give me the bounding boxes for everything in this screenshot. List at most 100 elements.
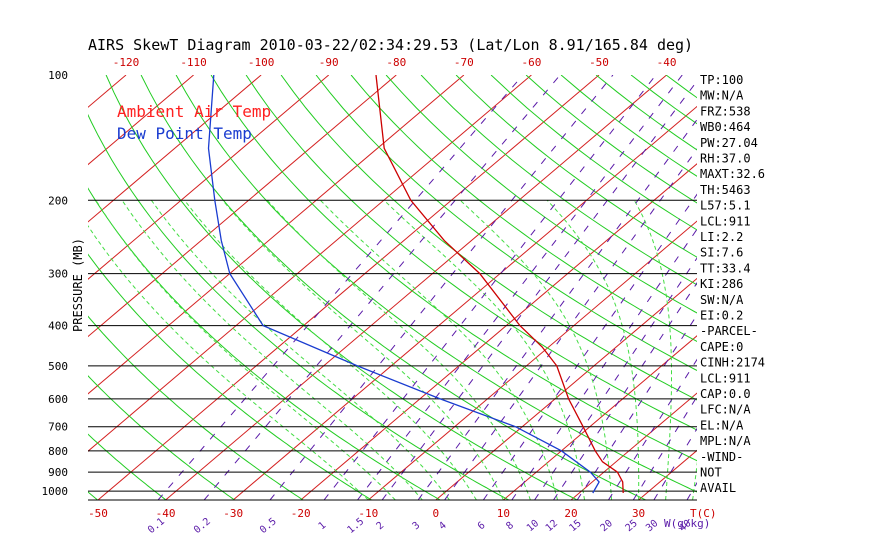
- top-temp-tick-label: -40: [657, 56, 677, 69]
- pressure-tick-label: 500: [48, 360, 68, 373]
- pressure-tick-label: 200: [48, 194, 68, 207]
- isotherm-line: [88, 75, 262, 223]
- dry-adiabat-line: [245, 75, 697, 431]
- stability-index-item: CAP:0.0: [700, 387, 751, 401]
- moist-adiabat-line: [95, 200, 396, 500]
- stability-index-item: RH:37.0: [700, 152, 751, 166]
- dew-point-temp-line: [207, 75, 600, 494]
- top-temp-tick-label: -110: [180, 56, 207, 69]
- stability-index-item: TH:5463: [700, 183, 751, 197]
- dry-adiabat-line: [841, 75, 870, 500]
- dry-adiabat-lines: [88, 75, 870, 500]
- mixing-ratio-line: [632, 395, 697, 500]
- pressure-tick-labels: 100 200 300 400 500 600 700 800 900 1000: [42, 69, 69, 498]
- stability-index-item: MW:N/A: [700, 89, 744, 103]
- isotherm-line: [88, 75, 330, 280]
- moist-adiabat-line: [121, 200, 423, 500]
- pressure-tick-label: 700: [48, 421, 68, 434]
- stability-index-item: LCL:911: [700, 371, 751, 385]
- pressure-tick-label: 800: [48, 445, 68, 458]
- mixing-ratio-tick-label: 25: [624, 518, 640, 534]
- mixing-ratio-tick-label: 8: [504, 520, 516, 532]
- stability-index-item: CINH:2174: [700, 356, 765, 370]
- mixing-ratio-line: [323, 75, 657, 500]
- mixing-ratio-tick-label: 10: [525, 518, 541, 534]
- dry-adiabat-line: [105, 75, 578, 500]
- stability-index-item: SW:N/A: [700, 293, 744, 307]
- stability-index-item: LCL:911: [700, 214, 751, 228]
- bottom-temp-tick-label: -30: [223, 507, 243, 520]
- stability-index-item: -PARCEL-: [700, 324, 758, 338]
- dry-adiabat-line: [771, 75, 870, 500]
- mixing-ratio-tick-label: 2: [375, 520, 387, 532]
- stability-index-item: -WIND-: [700, 450, 743, 464]
- isotherm-line: [88, 75, 127, 108]
- dry-adiabat-line: [88, 375, 235, 500]
- dry-adiabat-line: [88, 187, 441, 500]
- isotherm-line: [300, 163, 697, 500]
- stability-index-item: AVAIL: [700, 481, 736, 495]
- stability-index-item: KI:286: [700, 277, 743, 291]
- legend-dew-point-temp: Dew Point Temp: [117, 124, 252, 143]
- dry-adiabat-line: [140, 75, 646, 500]
- pressure-tick-label: 1000: [42, 485, 69, 498]
- top-temp-tick-label: -80: [386, 56, 406, 69]
- dry-adiabat-line: [455, 75, 697, 258]
- legend-ambient-air-temp: Ambient Air Temp: [117, 102, 271, 121]
- isotherm-line: [88, 75, 397, 338]
- mixing-ratio-tick-label: 1: [317, 520, 329, 532]
- mixing-ratio-line: [511, 228, 697, 500]
- chart-title: AIRS SkewT Diagram 2010-03-22/02:34:29.5…: [88, 36, 693, 54]
- temperature-unit-label: T(C): [690, 507, 717, 520]
- moist-adiabat-line: [88, 225, 369, 500]
- mixing-ratio-line: [534, 257, 697, 500]
- mixing-ratio-unit-label: W(g/kg): [664, 517, 710, 530]
- bottom-temp-tick-label: -50: [88, 507, 108, 520]
- mixing-ratio-tick-label: 30: [644, 518, 660, 534]
- pressure-tick-label: 900: [48, 466, 68, 479]
- legend: Ambient Air Temp Dew Point Temp: [117, 102, 271, 143]
- sounding-series: [207, 75, 624, 494]
- stability-index-item: EI:0.2: [700, 309, 743, 323]
- pressure-tick-label: 400: [48, 320, 68, 333]
- mixing-ratio-tick-label: 0.2: [192, 516, 213, 536]
- mixing-ratio-tick-label: 0.5: [258, 516, 279, 536]
- stability-index-item: TT:33.4: [700, 261, 751, 275]
- dry-adiabat-line: [350, 75, 697, 343]
- mixing-ratio-line: [269, 75, 614, 500]
- isobar-lines: [88, 199, 697, 501]
- mixing-ratio-line: [357, 75, 683, 500]
- bottom-temp-tick-label: 0: [433, 507, 440, 520]
- dry-adiabat-line: [88, 113, 509, 500]
- mixing-ratio-line: [381, 80, 697, 500]
- dry-adiabat-line: [88, 315, 304, 500]
- isotherm-line: [503, 335, 697, 500]
- mixing-ratio-tick-label: 4: [437, 520, 449, 532]
- moist-adiabat-line: [320, 199, 558, 500]
- dry-adiabat-line: [88, 433, 167, 500]
- dry-adiabat-line: [315, 75, 697, 372]
- isotherm-line: [88, 75, 532, 452]
- isotherm-line: [570, 392, 697, 500]
- y-axis-label: PRESSURE (MB): [71, 238, 85, 332]
- mixing-ratio-line: [653, 427, 697, 500]
- stability-index-item: MPL:N/A: [700, 434, 751, 448]
- mixing-ratio-line: [553, 282, 697, 500]
- mixing-ratio-lines: [157, 75, 697, 500]
- bottom-temp-tick-label: -40: [156, 507, 176, 520]
- stability-index-item: EL:N/A: [700, 418, 744, 432]
- pressure-tick-label: 300: [48, 268, 68, 281]
- mixing-ratio-line: [203, 75, 561, 500]
- isotherm-line: [165, 75, 667, 500]
- isotherm-line: [88, 75, 194, 166]
- bottom-temp-tick-label: 30: [632, 507, 645, 520]
- top-temp-tick-label: -100: [248, 56, 275, 69]
- mixing-ratio-tick-label: 12: [544, 518, 560, 534]
- mixing-ratio-tick-label: 15: [567, 518, 583, 534]
- mixing-ratio-tick-labels: 0.1 0.2 0.5 1 1.5 2 3 4 6 8 10 12 15 20 25 30 40: [146, 516, 694, 536]
- dry-adiabat-line: [420, 75, 697, 286]
- moist-adiabat-line: [383, 199, 585, 500]
- top-temp-tick-label: -50: [589, 56, 609, 69]
- pressure-tick-label: 100: [48, 69, 68, 82]
- mixing-ratio-line: [608, 358, 697, 500]
